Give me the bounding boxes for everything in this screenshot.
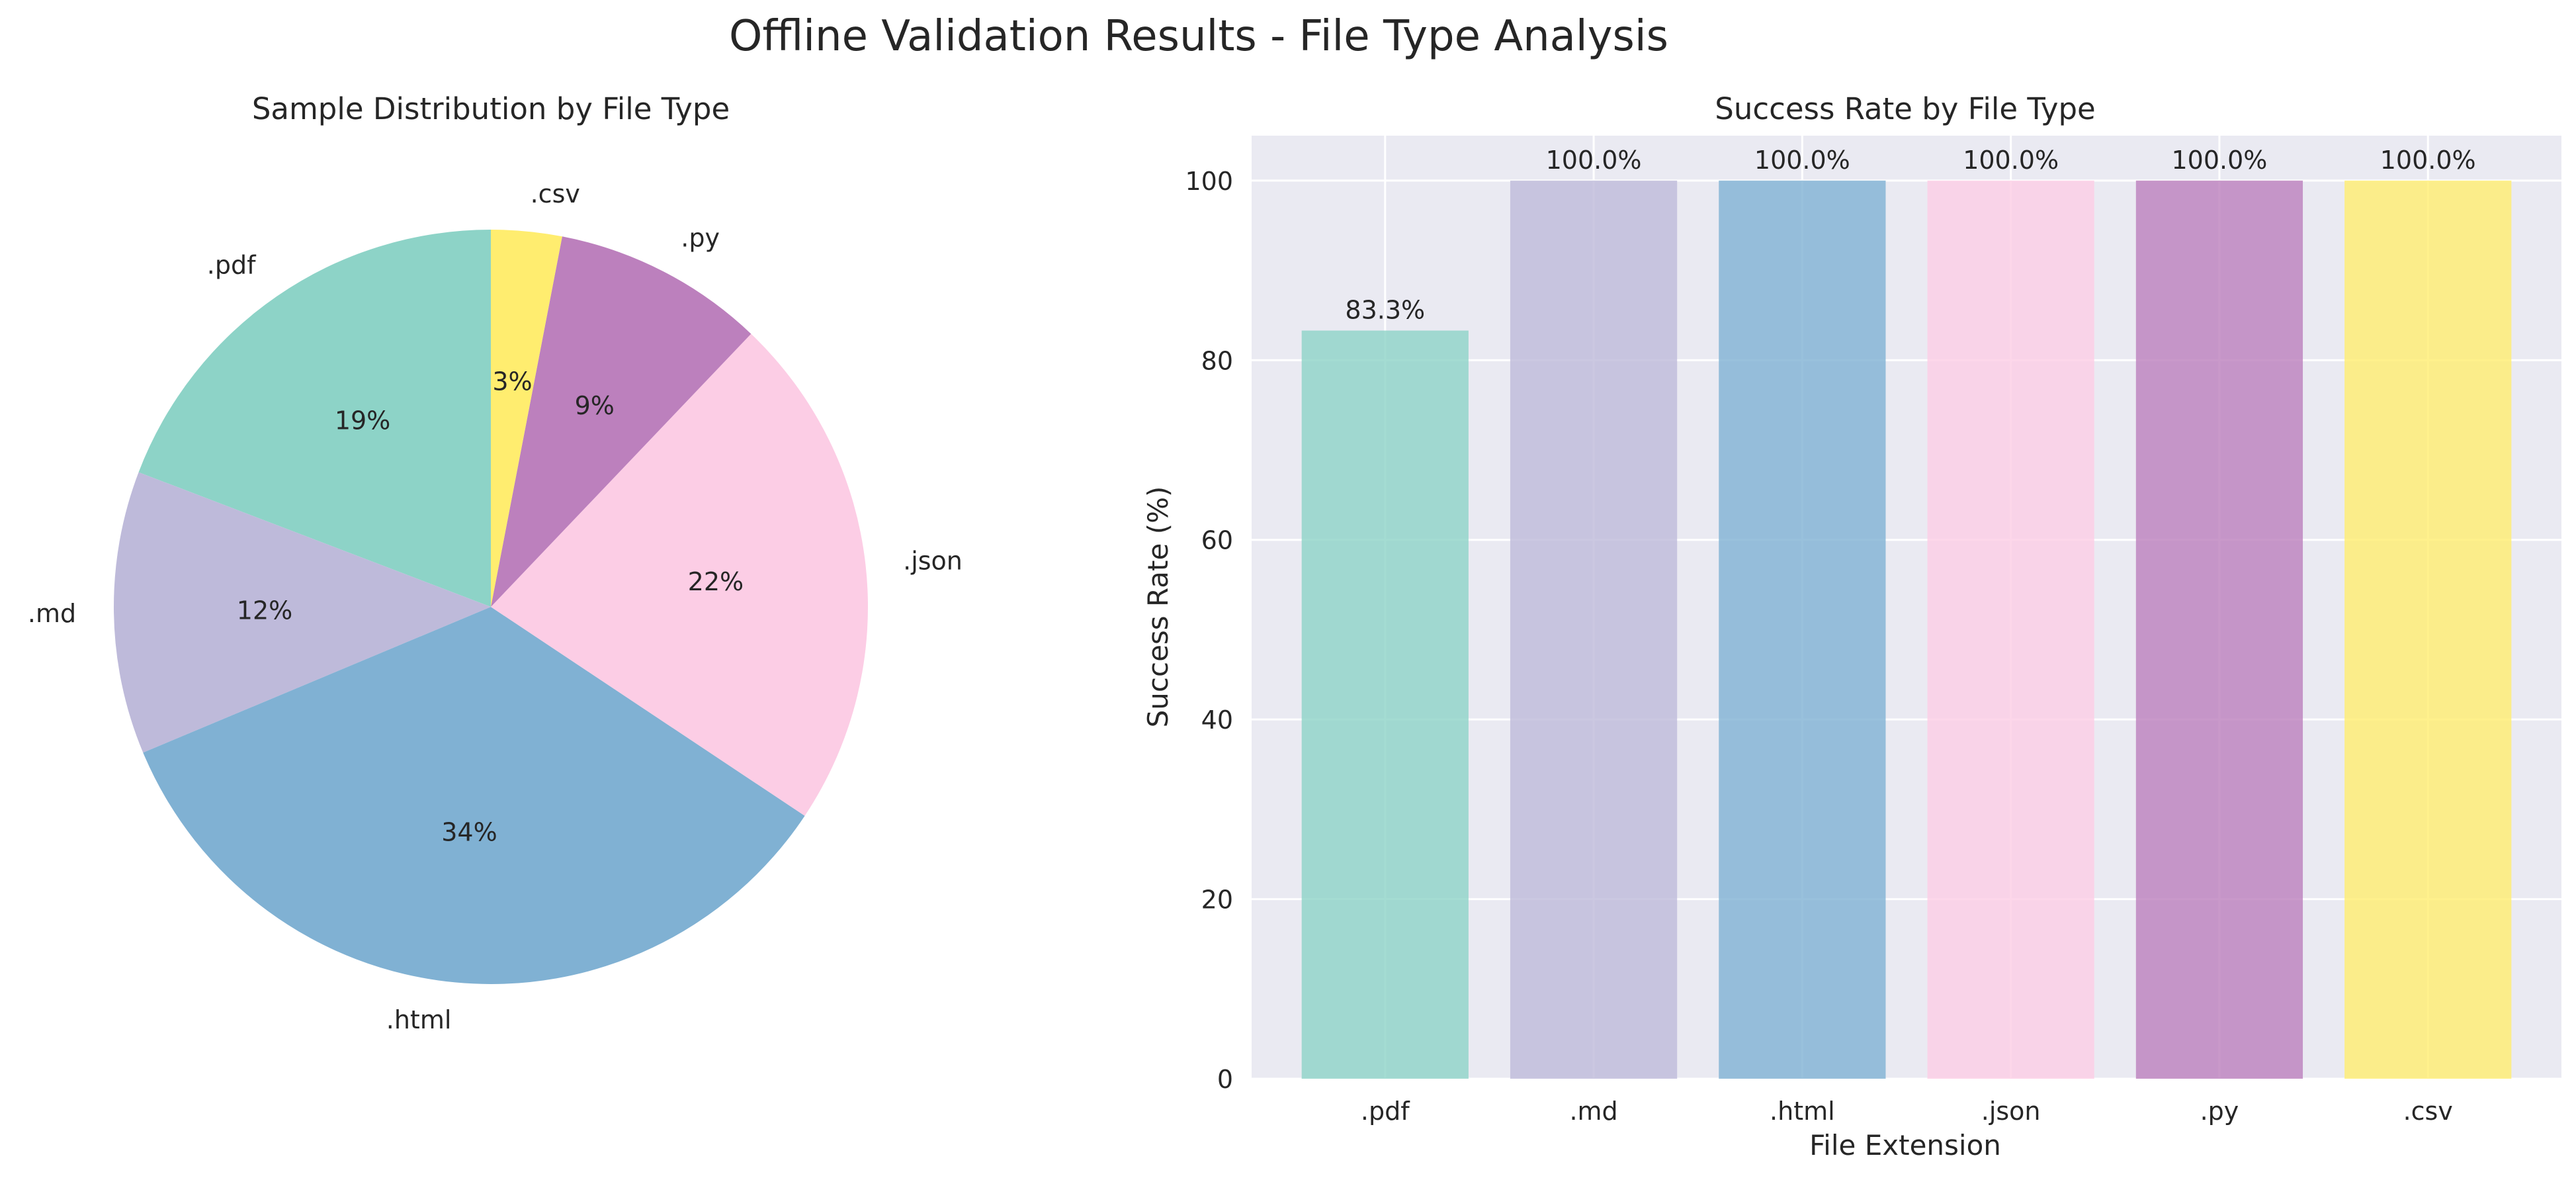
pie-slice-csv — [491, 230, 562, 607]
bar-json — [1927, 180, 2094, 1079]
bar-value-label-pdf: 83.3% — [1345, 296, 1425, 325]
bar-chart-title: Success Rate by File Type — [1715, 91, 2095, 126]
bar-x-tick-label-md: .md — [1569, 1097, 1617, 1126]
bar-chart-bars — [1301, 180, 2512, 1079]
pie-percent-label-md: 12% — [237, 596, 292, 625]
pie-slice-pdf — [138, 230, 492, 607]
bar-y-tick-label-0: 0 — [1217, 1065, 1233, 1094]
bar-y-tick-label-20: 20 — [1201, 885, 1233, 915]
bar-chart-x-ticks: .pdf .md .html .json .py .csv — [1361, 1097, 2453, 1126]
bar-chart-plot-area — [1252, 136, 2561, 1079]
bar-chart-x-axis-label: File Extension — [1809, 1129, 2001, 1161]
pie-category-label-md: .md — [28, 599, 76, 628]
bar-chart: Success Rate by File Type 83.3% 100.0% 100… — [1142, 91, 2561, 1161]
bar-csv — [2344, 180, 2512, 1079]
figure-title: Offline Validation Results - File Type A… — [729, 12, 1668, 61]
bar-value-label-csv: 100.0% — [2380, 146, 2476, 175]
bar-html — [1719, 180, 1886, 1079]
bar-x-tick-label-pdf: .pdf — [1361, 1097, 1410, 1126]
pie-category-label-html: .html — [386, 1005, 452, 1034]
bar-y-tick-label-100: 100 — [1185, 167, 1233, 196]
bar-md — [1510, 180, 1678, 1079]
pie-slice-html — [143, 607, 805, 984]
bar-value-label-json: 100.0% — [1963, 146, 2059, 175]
pie-category-label-py: .py — [681, 224, 720, 253]
pie-slice-md — [113, 472, 491, 753]
bar-y-tick-label-60: 60 — [1201, 526, 1233, 555]
bar-chart-value-labels: 83.3% 100.0% 100.0% 100.0% 100.0% 100.0% — [1345, 146, 2475, 325]
pie-chart-title: Sample Distribution by File Type — [252, 91, 730, 126]
pie-chart: Sample Distribution by File Type .pdf 19%… — [28, 91, 963, 1034]
bar-y-tick-label-80: 80 — [1201, 346, 1233, 375]
pie-labels: .pdf 19% .md 12% .html 34% .json 22% .py 9% .csv 3% — [28, 179, 963, 1034]
pie-category-label-pdf: .pdf — [207, 251, 257, 280]
pie-percent-label-json: 22% — [688, 567, 744, 596]
pie-category-label-csv: .csv — [531, 179, 580, 208]
bar-value-label-py: 100.0% — [2171, 146, 2267, 175]
bar-value-label-html: 100.0% — [1754, 146, 1850, 175]
pie-percent-label-pdf: 19% — [335, 406, 390, 435]
bar-py — [2135, 180, 2303, 1079]
pie-percent-label-html: 34% — [441, 817, 497, 846]
bar-x-tick-label-csv: .csv — [2403, 1097, 2453, 1126]
pie-percent-label-csv: 3% — [492, 367, 532, 396]
bar-chart-y-axis-label: Success Rate (%) — [1142, 486, 1174, 728]
pie-slices — [113, 230, 868, 984]
bar-pdf — [1301, 330, 1469, 1079]
pie-percent-label-py: 9% — [575, 391, 615, 420]
pie-slice-json — [491, 334, 868, 816]
bar-x-tick-label-json: .json — [1981, 1097, 2041, 1126]
bar-x-tick-label-html: .html — [1770, 1097, 1835, 1126]
bar-value-label-md: 100.0% — [1546, 146, 1642, 175]
pie-slice-py — [491, 236, 751, 607]
pie-category-label-json: .json — [903, 547, 963, 576]
bar-y-tick-label-40: 40 — [1201, 705, 1233, 735]
bar-x-tick-label-py: .py — [2200, 1097, 2239, 1126]
bar-chart-y-ticks: 0 20 40 60 80 100 — [1185, 167, 1233, 1094]
